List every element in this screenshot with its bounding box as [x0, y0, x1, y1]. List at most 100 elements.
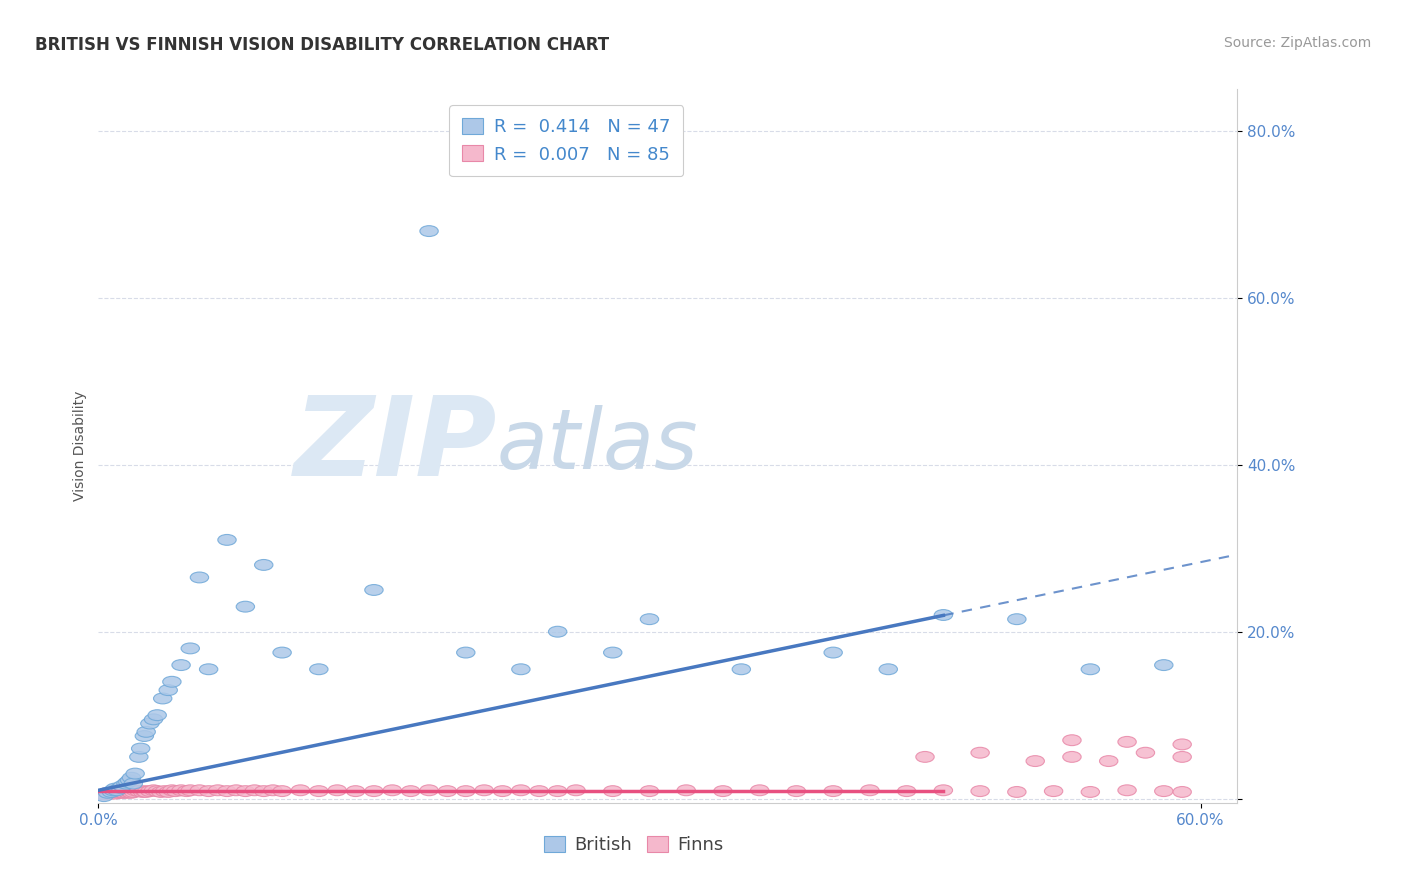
Ellipse shape — [1099, 756, 1118, 766]
Ellipse shape — [1045, 786, 1063, 797]
Ellipse shape — [346, 786, 364, 797]
Ellipse shape — [181, 785, 200, 796]
Ellipse shape — [1154, 660, 1173, 671]
Ellipse shape — [118, 788, 136, 798]
Ellipse shape — [236, 786, 254, 797]
Ellipse shape — [1081, 664, 1099, 674]
Ellipse shape — [751, 785, 769, 796]
Ellipse shape — [112, 780, 132, 791]
Legend: British, Finns: British, Finns — [537, 829, 731, 862]
Y-axis label: Vision Disability: Vision Disability — [73, 391, 87, 501]
Ellipse shape — [364, 786, 382, 797]
Ellipse shape — [122, 772, 141, 783]
Ellipse shape — [127, 785, 145, 796]
Ellipse shape — [512, 664, 530, 674]
Ellipse shape — [152, 787, 170, 797]
Ellipse shape — [121, 775, 139, 786]
Ellipse shape — [328, 785, 346, 796]
Ellipse shape — [254, 786, 273, 797]
Ellipse shape — [172, 785, 190, 796]
Ellipse shape — [132, 743, 150, 754]
Ellipse shape — [934, 785, 953, 796]
Ellipse shape — [475, 785, 494, 796]
Ellipse shape — [420, 785, 439, 796]
Ellipse shape — [1026, 756, 1045, 766]
Text: Source: ZipAtlas.com: Source: ZipAtlas.com — [1223, 36, 1371, 50]
Ellipse shape — [879, 664, 897, 674]
Ellipse shape — [98, 788, 117, 798]
Ellipse shape — [246, 785, 264, 796]
Ellipse shape — [1173, 751, 1191, 763]
Ellipse shape — [1118, 737, 1136, 747]
Ellipse shape — [155, 786, 174, 797]
Ellipse shape — [104, 785, 122, 796]
Ellipse shape — [124, 778, 142, 789]
Ellipse shape — [364, 584, 382, 595]
Ellipse shape — [972, 786, 990, 797]
Ellipse shape — [117, 787, 135, 797]
Ellipse shape — [141, 786, 159, 797]
Ellipse shape — [111, 782, 129, 793]
Ellipse shape — [787, 786, 806, 797]
Ellipse shape — [236, 601, 254, 612]
Ellipse shape — [1081, 787, 1099, 797]
Ellipse shape — [135, 731, 153, 741]
Ellipse shape — [135, 786, 153, 797]
Ellipse shape — [897, 786, 915, 797]
Ellipse shape — [972, 747, 990, 758]
Ellipse shape — [603, 786, 621, 797]
Ellipse shape — [148, 786, 166, 797]
Ellipse shape — [166, 786, 184, 797]
Ellipse shape — [159, 787, 177, 797]
Ellipse shape — [200, 664, 218, 674]
Ellipse shape — [129, 751, 148, 763]
Ellipse shape — [98, 788, 117, 798]
Ellipse shape — [103, 787, 121, 797]
Ellipse shape — [122, 788, 141, 798]
Ellipse shape — [733, 664, 751, 674]
Ellipse shape — [117, 778, 135, 789]
Ellipse shape — [860, 785, 879, 796]
Ellipse shape — [181, 643, 200, 654]
Ellipse shape — [678, 785, 696, 796]
Ellipse shape — [824, 647, 842, 658]
Ellipse shape — [163, 676, 181, 687]
Ellipse shape — [291, 785, 309, 796]
Ellipse shape — [100, 789, 118, 799]
Ellipse shape — [145, 714, 163, 725]
Ellipse shape — [136, 787, 156, 797]
Ellipse shape — [145, 785, 163, 796]
Ellipse shape — [824, 786, 842, 797]
Ellipse shape — [177, 786, 195, 797]
Ellipse shape — [118, 777, 136, 788]
Ellipse shape — [172, 660, 190, 671]
Ellipse shape — [714, 786, 733, 797]
Ellipse shape — [141, 718, 159, 729]
Ellipse shape — [103, 788, 121, 798]
Ellipse shape — [567, 785, 585, 796]
Ellipse shape — [159, 685, 177, 696]
Ellipse shape — [1154, 786, 1173, 797]
Ellipse shape — [129, 786, 148, 797]
Ellipse shape — [148, 710, 166, 721]
Ellipse shape — [494, 786, 512, 797]
Ellipse shape — [402, 786, 420, 797]
Ellipse shape — [226, 785, 246, 796]
Ellipse shape — [915, 751, 934, 763]
Ellipse shape — [1173, 739, 1191, 750]
Ellipse shape — [254, 559, 273, 570]
Ellipse shape — [439, 786, 457, 797]
Ellipse shape — [1008, 787, 1026, 797]
Ellipse shape — [190, 785, 208, 796]
Ellipse shape — [1173, 787, 1191, 797]
Ellipse shape — [273, 786, 291, 797]
Text: ZIP: ZIP — [294, 392, 498, 500]
Ellipse shape — [1008, 614, 1026, 624]
Ellipse shape — [111, 787, 129, 797]
Text: atlas: atlas — [498, 406, 699, 486]
Ellipse shape — [134, 787, 152, 797]
Ellipse shape — [121, 787, 139, 797]
Ellipse shape — [108, 787, 127, 797]
Ellipse shape — [115, 788, 134, 798]
Ellipse shape — [1136, 747, 1154, 758]
